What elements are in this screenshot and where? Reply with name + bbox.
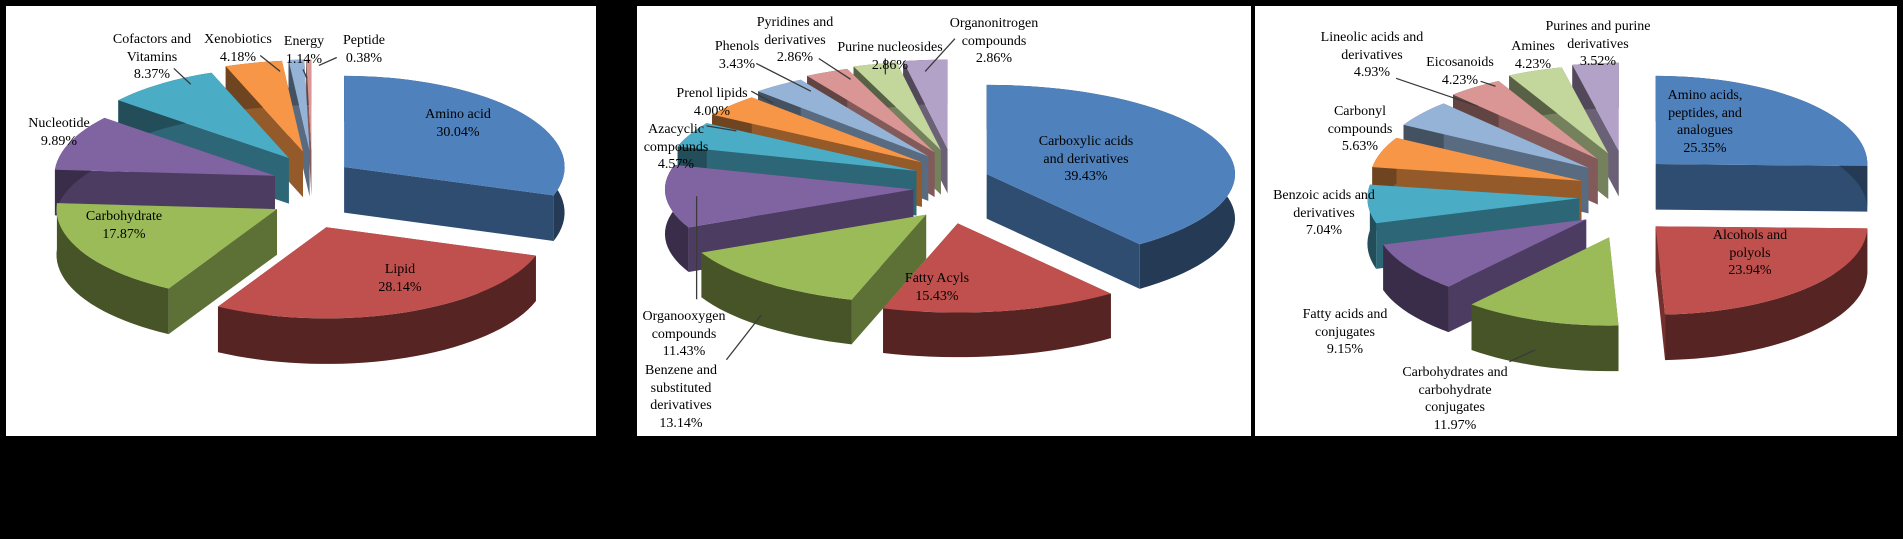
pie-slice-amines <box>1509 67 1609 154</box>
pie-slice-fatty-acyls <box>883 223 1111 313</box>
pie-slice-carboxylic-acids-and-derivatives <box>986 84 1236 245</box>
pie-slice-prenol-lipids <box>712 97 922 163</box>
pie-slice-nucleotide <box>54 117 275 176</box>
pie-slice-energy <box>288 59 310 151</box>
pie-slice-amino-acid <box>344 75 565 196</box>
pie-svg-3 <box>1367 62 1868 372</box>
pie-slice-lineolic-acids-and-derivatives <box>1403 103 1589 168</box>
pie-slice-purine-nucleosides <box>853 62 941 151</box>
pie-slice-pyridines-and-derivatives <box>807 68 935 153</box>
pie-slice-organonitrogen-compounds <box>903 59 948 149</box>
pie-slice-carbohydrates-and-carbohydrate-conjugates <box>1471 237 1619 326</box>
pie-slice-carbohydrate <box>56 203 277 289</box>
pie-slice-benzene-and-substituted-derivatives <box>701 214 927 300</box>
label-leader-line <box>1509 349 1536 363</box>
pie-slice-cofactors-and-vitamins <box>118 72 289 159</box>
pie-svg-1 <box>54 55 565 364</box>
pie-slice-organooxygen-compounds <box>664 164 914 228</box>
label-leader-line <box>302 69 308 79</box>
pie-slice-eicosanoids <box>1452 81 1598 159</box>
pie-slice-xenobiotics <box>225 60 303 152</box>
label-leader-line <box>1395 77 1478 107</box>
pie-slice-amino-acids-peptides-and-analogues <box>1655 75 1868 167</box>
pie-slice-lipid <box>217 227 536 319</box>
pie-slice-alcohols-and-polyols <box>1655 226 1868 315</box>
pie-slice-azacyclic-compounds <box>677 123 917 171</box>
label-leader-line <box>924 38 956 72</box>
pie-slice-peptide <box>306 59 312 151</box>
label-leader-line <box>259 55 281 72</box>
pie-slice-phenols <box>758 79 929 157</box>
pie-slice-benzoic-acids-and-derivatives <box>1367 184 1580 224</box>
label-leader-line <box>1480 80 1496 87</box>
pie-slice-purines-and-purine-derivatives <box>1572 62 1619 151</box>
pie-slice-fatty-acids-and-conjugates <box>1383 219 1587 287</box>
label-leader-line <box>725 314 762 361</box>
label-leader-line <box>173 67 192 85</box>
pie-chart-panel-3: Amino acids, peptides, and analogues 25.35%… <box>1253 4 1899 438</box>
pie-chart-panel-1: Amino acid 30.04% Lipid 28.14% Carbohydrate 1… <box>4 4 598 438</box>
pie-svg-2 <box>664 38 1236 361</box>
label-leader-line <box>706 125 737 132</box>
pie-slice-carbonyl-compounds <box>1372 137 1582 181</box>
label-leader-line <box>750 90 774 104</box>
label-leader-line <box>755 62 812 92</box>
label-leader-line <box>818 57 851 80</box>
label-leader-line <box>318 56 338 67</box>
pie-chart-panel-2: Carboxylic acids and derivatives 39.43% Fat… <box>635 4 1253 438</box>
